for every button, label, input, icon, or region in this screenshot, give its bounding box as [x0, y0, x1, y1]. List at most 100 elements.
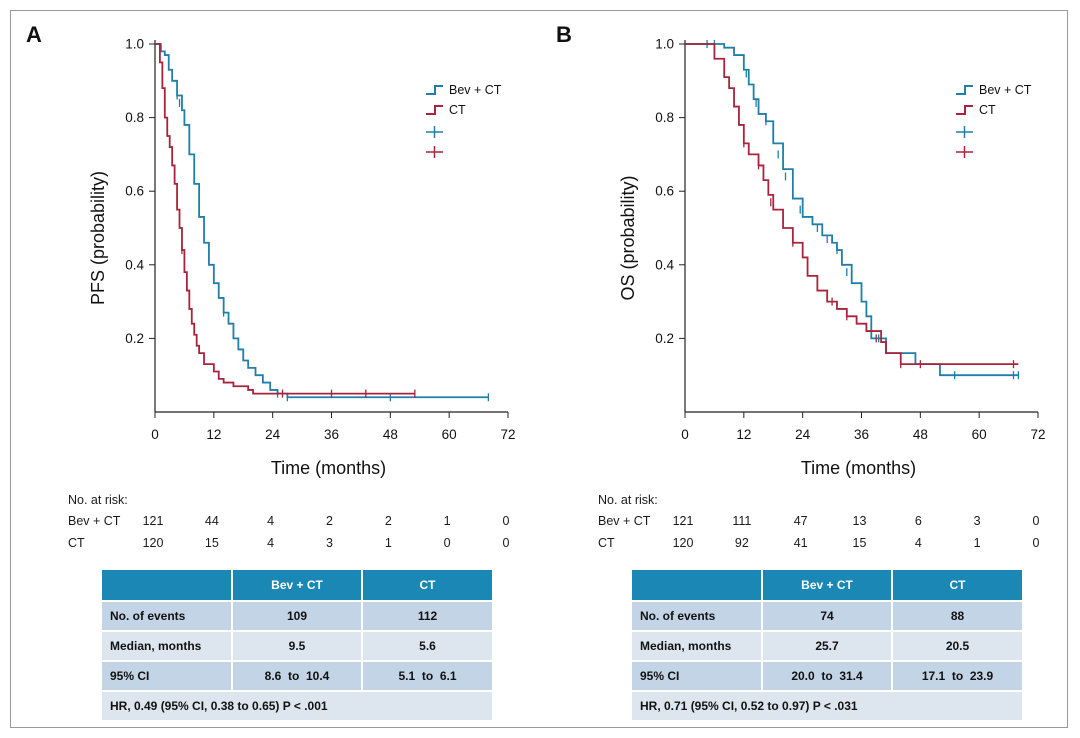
risk-row-label: Bev + CT	[68, 514, 121, 528]
risk-count: 3	[326, 536, 333, 550]
x-tick-label: 72	[1030, 427, 1045, 442]
risk-count: 3	[973, 514, 981, 528]
risk-row-label: CT	[68, 536, 85, 550]
y-tick-label: 0.8	[125, 110, 144, 125]
risk-count: 15	[852, 536, 867, 550]
summary-cell: 5.6	[362, 630, 492, 661]
summary-cell: 95% CI	[632, 660, 763, 691]
legend-swatch	[426, 105, 443, 115]
y-axis-title: OS (probability)	[618, 175, 638, 300]
risk-count: 4	[914, 536, 922, 550]
legend-label: Bev + CT	[979, 83, 1032, 97]
summary-cell: 17.1 to 23.9	[892, 660, 1022, 691]
risk-count: 2	[384, 514, 392, 528]
legend-swatch	[956, 85, 973, 95]
summary-cell: Median, months	[632, 630, 763, 661]
panel-b: B 0 12 24 36 48 60 72 0.2 0.4 0.6 0.8 1.0 Time (mont…	[530, 0, 1070, 738]
hazard-ratio: HR, 0.49 (95% CI, 0.38 to 0.65) P < .001	[102, 690, 492, 720]
risk-count: 4	[267, 514, 275, 528]
y-axis-title: PFS (probability)	[88, 171, 108, 305]
y-tick-label: 0.8	[655, 110, 674, 125]
summary-cell: 74	[762, 600, 893, 631]
legend-label: Bev + CT	[449, 83, 502, 97]
summary-cell: 8.6 to 10.4	[232, 660, 363, 691]
panel-letter: A	[26, 22, 42, 47]
summary-header: Bev + CT	[232, 570, 363, 601]
risk-title: No. at risk:	[598, 493, 658, 507]
risk-count: 4	[267, 536, 275, 550]
summary-header: CT	[892, 570, 1022, 601]
x-tick-label: 36	[324, 427, 339, 442]
risk-count: 13	[852, 514, 867, 528]
risk-count: 92	[734, 536, 749, 550]
risk-count: 47	[793, 514, 808, 528]
km-plot-os: 0 12 24 36 48 60 72 0.2 0.4 0.6 0.8 1.0 Time (months…	[618, 37, 1046, 479]
km-curve-bev-ct	[155, 43, 489, 399]
risk-count: 41	[793, 536, 808, 550]
x-tick-label: 48	[913, 427, 928, 442]
y-tick-label: 0.6	[655, 184, 674, 199]
risk-count: 0	[1032, 514, 1040, 528]
risk-count: 121	[142, 514, 164, 528]
risk-row-label: CT	[598, 536, 615, 550]
km-curve-ct	[685, 43, 1019, 366]
hazard-ratio: HR, 0.71 (95% CI, 0.52 to 0.97) P < .031	[632, 690, 1022, 720]
legend-swatch	[956, 105, 973, 115]
summary-cell: Median, months	[102, 630, 233, 661]
x-tick-label: 72	[500, 427, 515, 442]
km-curve-bev-ct	[685, 43, 1019, 377]
risk-count: 44	[204, 514, 219, 528]
summary-cell: 25.7	[762, 630, 893, 661]
x-axis-title: Time (months)	[271, 458, 386, 478]
legend-swatch	[426, 85, 443, 95]
risk-count: 1	[973, 536, 981, 550]
x-tick-label: 36	[854, 427, 869, 442]
legend-label: CT	[449, 103, 466, 117]
risk-count: 0	[502, 514, 510, 528]
x-tick-label: 12	[736, 427, 751, 442]
summary-header: CT	[362, 570, 492, 601]
risk-count: 15	[204, 536, 219, 550]
km-curve-ct	[155, 43, 415, 395]
summary-cell: No. of events	[102, 600, 233, 631]
risk-count: 1	[443, 514, 451, 528]
y-tick-label: 0.4	[655, 257, 674, 272]
summary-cell: 88	[892, 600, 1022, 631]
summary-cell: 5.1 to 6.1	[362, 660, 492, 691]
summary-cell: 9.5	[232, 630, 363, 661]
y-tick-label: 0.2	[655, 331, 674, 346]
summary-header: Bev + CT	[762, 570, 893, 601]
summary-cell: 109	[232, 600, 363, 631]
x-tick-label: 24	[795, 427, 811, 442]
summary-cell: 20.0 to 31.4	[762, 660, 893, 691]
x-tick-label: 0	[681, 427, 689, 442]
risk-title: No. at risk:	[68, 493, 128, 507]
x-tick-label: 60	[972, 427, 987, 442]
x-tick-label: 12	[206, 427, 221, 442]
risk-count: 0	[443, 536, 451, 550]
risk-row-label: Bev + CT	[598, 514, 651, 528]
x-tick-label: 24	[265, 427, 281, 442]
risk-count: 6	[914, 514, 922, 528]
panel-a: A 0 12 24 36 48 60 72 0.2 0.4 0.6 0.8 1.0 Time (mont…	[26, 22, 516, 720]
y-tick-label: 0.6	[125, 184, 144, 199]
summary-table: Bev + CT CT No. of events 74 88 Median, …	[632, 570, 1022, 720]
risk-count: 120	[672, 536, 694, 550]
summary-header	[102, 570, 233, 601]
summary-cell: No. of events	[632, 600, 763, 631]
y-tick-label: 1.0	[125, 37, 144, 52]
y-tick-label: 0.2	[125, 331, 144, 346]
risk-count: 0	[502, 536, 510, 550]
x-tick-label: 0	[151, 427, 159, 442]
risk-count: 0	[1032, 536, 1040, 550]
summary-cell: 95% CI	[102, 660, 233, 691]
risk-count: 121	[672, 514, 694, 528]
legend-label: CT	[979, 103, 996, 117]
panel-letter: B	[556, 22, 572, 47]
summary-table: Bev + CT CT No. of events 109 112 Median…	[102, 570, 492, 720]
risk-count: 2	[326, 514, 333, 528]
summary-header	[632, 570, 763, 601]
x-tick-label: 48	[383, 427, 398, 442]
risk-count: 1	[384, 536, 392, 550]
risk-count: 120	[142, 536, 164, 550]
